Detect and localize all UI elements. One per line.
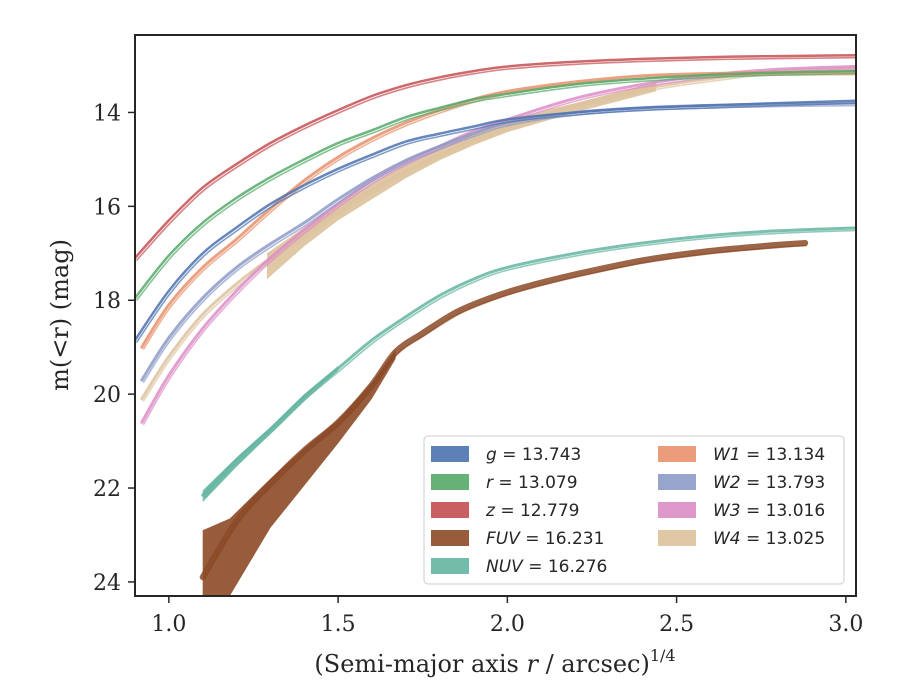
series-line-FUV <box>199 240 809 581</box>
series-line-W4 <box>140 66 856 401</box>
series-line-alt-NUV <box>203 229 856 499</box>
series-line-alt-W2 <box>142 104 856 384</box>
tick-layer: 1.0 1.5 2.0 2.5 3.0 14 16 18 20 22 24 <box>93 101 863 637</box>
series-line-alt-z <box>135 56 856 262</box>
series-line-W1 <box>140 70 856 349</box>
legend-label-W4: W4 = 13.025 <box>713 529 825 549</box>
legend-swatch-FUV <box>431 530 469 546</box>
y-axis-label: m(<r) (mag) <box>46 239 74 391</box>
legend-label-W1: W1 = 13.134 <box>713 445 825 465</box>
series-line-alt-r <box>135 72 856 301</box>
series-line-W2 <box>140 101 856 382</box>
legend-swatch-W4 <box>658 530 696 546</box>
legend-swatch-r <box>431 474 469 490</box>
x-tick-label: 3.0 <box>828 612 863 637</box>
y-tick-label: 18 <box>93 289 121 314</box>
plot-area <box>135 53 856 596</box>
legend-label-g: g = 13.743 <box>486 445 581 465</box>
legend-swatch-W3 <box>658 502 696 518</box>
legend-label-z: z = 12.779 <box>485 501 579 521</box>
legend-label-W2: W2 = 13.793 <box>713 473 825 493</box>
y-tick-label: 22 <box>93 477 121 502</box>
series-line-alt-g <box>135 102 856 344</box>
series-line-r <box>135 69 856 300</box>
legend-box <box>423 435 845 585</box>
x-axis-label: (Semi-major axis r / arcsec)1/4 <box>314 646 675 678</box>
legend-swatch-NUV <box>431 558 469 574</box>
x-tick-label: 1.5 <box>321 612 356 637</box>
y-tick-label: 14 <box>93 101 121 126</box>
legend: g = 13.743 r = 13.079 z = 12.779 FUV = 16.2… <box>423 435 845 585</box>
y-tick-label: 24 <box>93 571 121 596</box>
x-tick-label: 2.0 <box>490 612 525 637</box>
legend-label-r: r = 13.079 <box>486 473 578 493</box>
y-tick-label: 16 <box>93 195 121 220</box>
legend-swatch-g <box>431 446 469 462</box>
x-tick-label: 1.0 <box>151 612 186 637</box>
series-line-alt-W1 <box>142 73 856 351</box>
series-line-alt-W4 <box>142 69 856 402</box>
legend-label-W3: W3 = 13.016 <box>713 501 825 521</box>
legend-swatch-W1 <box>658 446 696 462</box>
series-line-alt-FUV <box>203 244 807 581</box>
legend-swatch-z <box>431 502 469 518</box>
series-line-alt-W3 <box>142 68 856 426</box>
series-line-z <box>135 53 856 260</box>
legend-swatch-W2 <box>658 474 696 490</box>
series-line-NUV <box>201 226 856 497</box>
series-line-g <box>135 99 856 342</box>
legend-label-NUV: NUV = 16.276 <box>486 557 607 577</box>
y-tick-label: 20 <box>93 383 121 408</box>
axes-frame <box>134 34 857 597</box>
legend-label-FUV: FUV = 16.231 <box>486 529 604 549</box>
x-tick-label: 2.5 <box>659 612 694 637</box>
